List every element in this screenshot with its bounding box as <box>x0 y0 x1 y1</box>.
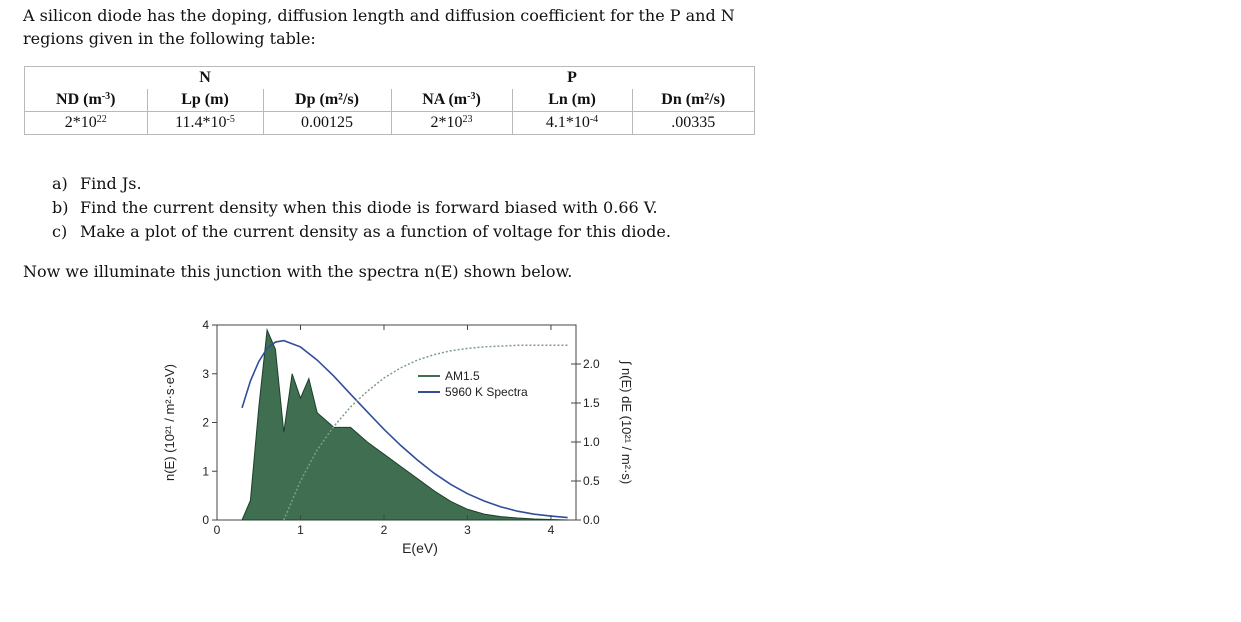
intro-text: A silicon diode has the doping, diffusio… <box>23 6 735 48</box>
parameter-table: N P ND (m-3) Lp (m) Dp (m²/s) NA (m-3) L… <box>24 66 755 135</box>
value-cell: 2*1022 <box>24 111 148 135</box>
header-cell: Dp (m²/s) <box>263 89 392 112</box>
integral-line <box>283 344 568 521</box>
group-n-label: N <box>199 69 211 86</box>
x-tick-label: 0 <box>214 523 221 537</box>
y-left-tick-label: 3 <box>202 367 209 381</box>
question-item: a) Find Js. <box>52 174 142 193</box>
spectrum-chart: 0 1 2 3 4 0 1 2 3 4 0.0 0.5 1.0 1.5 2.0 AM1.5 5960 K Spe… <box>162 318 634 556</box>
value-cell: 2*1023 <box>391 111 513 135</box>
y-left-tick-label: 1 <box>202 464 209 478</box>
table-value-row: 2*1022 11.4*10-5 0.00125 2*1023 4.1*10-4… <box>24 111 755 135</box>
x-tick-label: 2 <box>381 523 388 537</box>
y-left-tick-label: 4 <box>202 318 209 332</box>
table-header-row: ND (m-3) Lp (m) Dp (m²/s) NA (m-3) Ln (m… <box>24 89 755 112</box>
value-cell: .00335 <box>632 111 755 135</box>
header-cell: Ln (m) <box>512 89 633 112</box>
table-group-row: N P <box>25 67 755 90</box>
value-cell: 4.1*10-4 <box>512 111 633 135</box>
question-item: b) Find the current density when this dio… <box>52 198 658 217</box>
group-p-label: P <box>567 69 577 86</box>
intro-paragraph: A silicon diode has the doping, diffusio… <box>23 4 763 50</box>
x-tick-label: 3 <box>464 523 471 537</box>
x-tick-label: 4 <box>548 523 555 537</box>
y-right-tick-label: 1.5 <box>583 396 600 410</box>
header-cell: ND (m-3) <box>24 89 148 112</box>
y-right-tick-label: 0.0 <box>583 513 600 527</box>
question-list: a) Find Js. b) Find the current density wh… <box>52 172 671 244</box>
x-tick-label: 1 <box>297 523 304 537</box>
question-item: c) Make a plot of the current density as … <box>52 222 671 241</box>
y-axis-label-left: n(E) (10²¹ / m²·s·eV) <box>162 364 177 481</box>
y-left-tick-label: 2 <box>202 416 209 430</box>
legend-label-am15: AM1.5 <box>445 369 480 383</box>
y-right-tick-label: 0.5 <box>583 474 600 488</box>
am15-area <box>241 327 568 521</box>
value-cell: 11.4*10-5 <box>147 111 264 135</box>
y-axis-label-right: ∫ n(E) dE (10²¹ / m²·s) <box>619 360 634 484</box>
blackbody-line <box>241 339 568 519</box>
y-left-tick-label: 0 <box>202 513 209 527</box>
y-right-tick-label: 2.0 <box>583 357 600 371</box>
header-cell: Dn (m²/s) <box>632 89 755 112</box>
illumination-text: Now we illuminate this junction with the… <box>23 262 573 281</box>
x-axis-label: E(eV) <box>402 540 438 556</box>
value-cell: 0.00125 <box>263 111 392 135</box>
y-right-tick-label: 1.0 <box>583 435 600 449</box>
header-cell: NA (m-3) <box>391 89 513 112</box>
legend-label-blackbody: 5960 K Spectra <box>445 385 528 399</box>
header-cell: Lp (m) <box>147 89 264 112</box>
